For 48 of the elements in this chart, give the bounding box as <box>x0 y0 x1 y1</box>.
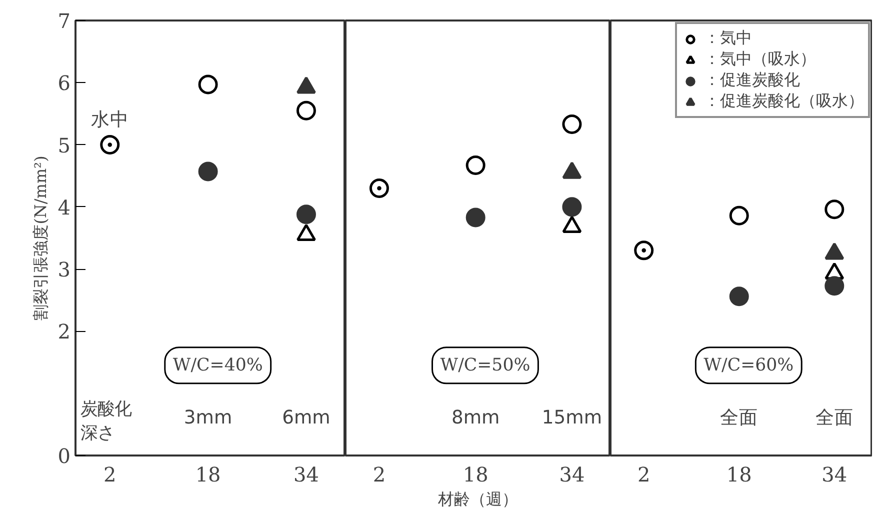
y-tick-label: 4 <box>58 195 71 220</box>
y-tick-label: 6 <box>58 71 71 96</box>
x-tick-label: 18 <box>726 462 752 486</box>
point <box>369 178 389 198</box>
y-tick-label: 0 <box>58 444 71 468</box>
x-tick-label: 18 <box>462 462 488 486</box>
y-tick-label: 3 <box>58 258 71 282</box>
x-tick-label: 34 <box>294 462 319 486</box>
annotation: 水中 <box>90 109 129 130</box>
point <box>729 206 749 226</box>
annotation: 6mm <box>282 408 330 429</box>
annotation: 3mm <box>184 408 232 429</box>
legend-label: ：促進炭酸化（吸水） <box>704 91 864 112</box>
y-tick-label: 7 <box>58 9 71 33</box>
annotation: 8mm <box>451 408 500 429</box>
point <box>729 286 749 306</box>
annotation: 15mm <box>542 408 602 429</box>
point <box>466 208 486 228</box>
point <box>824 276 844 296</box>
x-tick-label: 34 <box>559 462 585 486</box>
y-tick-label: 2 <box>58 320 71 344</box>
y-tick-label: 5 <box>58 133 71 158</box>
annotation: W/C=60% <box>704 355 794 376</box>
x-tick-label: 2 <box>637 462 650 486</box>
annotation: W/C=50% <box>440 355 530 376</box>
point <box>634 240 654 260</box>
x-tick-label: 2 <box>104 462 116 486</box>
legend-label: ：気中 <box>704 28 752 49</box>
point <box>100 135 120 155</box>
point <box>296 100 316 120</box>
annotation: 全面 <box>720 408 758 429</box>
point <box>296 204 316 224</box>
annotation: 炭酸化深さ <box>80 399 132 444</box>
x-tick-label: 34 <box>822 462 848 486</box>
x-tick-label: 2 <box>372 462 386 486</box>
point <box>562 197 582 217</box>
point <box>562 114 582 134</box>
point <box>466 156 486 176</box>
annotation: W/C=40% <box>172 355 263 376</box>
y-axis-title: 割裂引張強度(N/mm²) <box>30 156 50 320</box>
x-tick-label: 18 <box>195 462 221 486</box>
x-axis-title: 材齢（週） <box>437 490 518 508</box>
point <box>198 74 218 94</box>
annotation: 全面 <box>815 408 854 429</box>
legend-label: ：気中（吸水） <box>704 49 816 70</box>
legend-label: ：促進炭酸化 <box>704 70 800 91</box>
point <box>824 200 844 220</box>
point <box>198 162 218 182</box>
